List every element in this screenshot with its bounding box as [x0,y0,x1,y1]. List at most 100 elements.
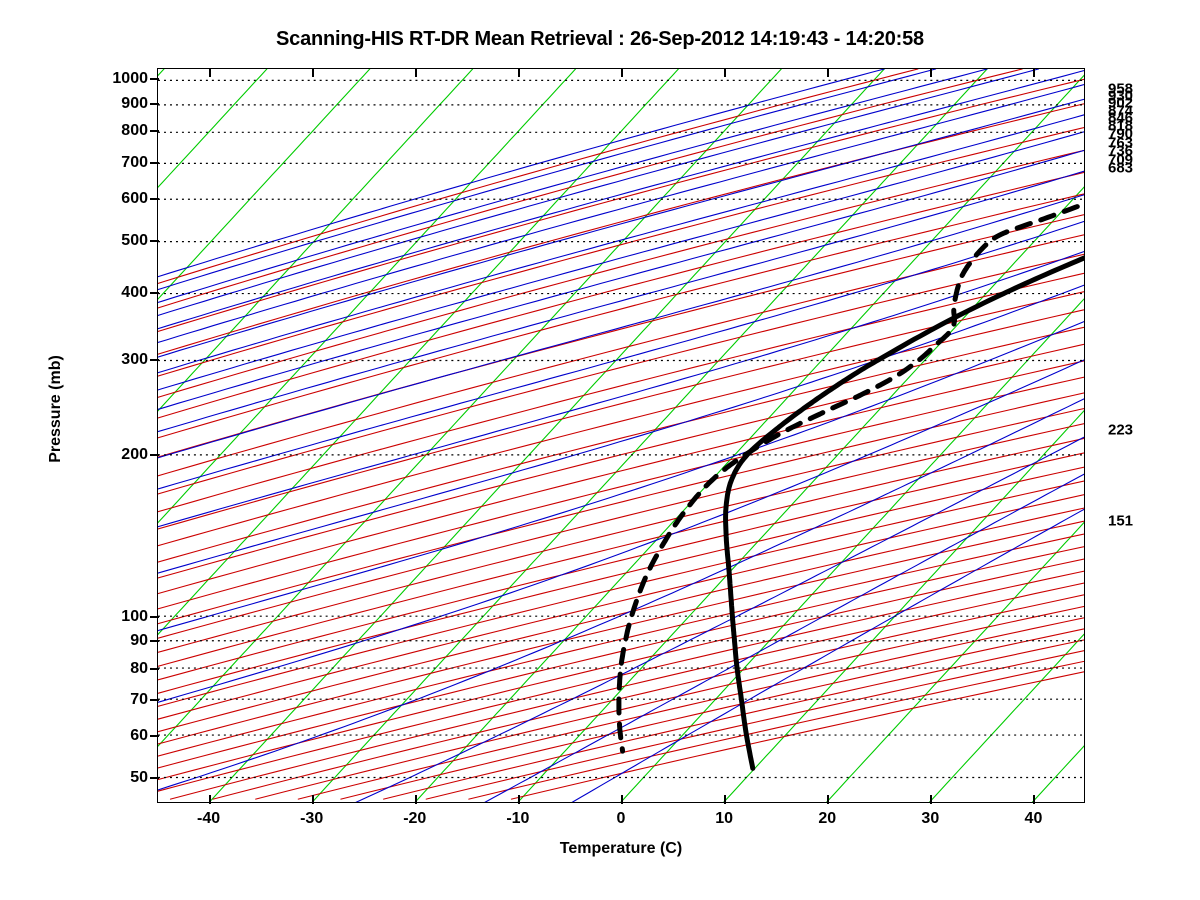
y-axis-tick [150,240,159,243]
moist-adiabat-line [158,220,1084,490]
chart-title: Scanning-HIS RT-DR Mean Retrieval : 26-S… [276,28,924,50]
x-axis-tick [724,68,727,77]
y-axis-labels: 50 60 70 80 90 100 200 300 400 500 600 700 800 900 100… [60,68,148,803]
y-tick-label: 700 [121,153,148,171]
y-axis-tick [150,197,159,200]
dry-adiabat-line [158,452,1084,681]
x-axis-title: Temperature (C) [559,840,683,857]
dry-adiabat-line [158,291,1084,530]
moist-adiabat-line [158,194,1084,459]
dry-adiabat-line [158,69,919,284]
x-axis-tick [930,68,933,77]
dry-adiabat-line [158,126,1084,377]
right-pressure-label: 709 [1108,151,1134,169]
y-tick-label: 80 [130,659,148,677]
y-tick-label: 400 [121,284,148,302]
moist-adiabat-line [158,170,1084,433]
y-axis-tick [150,78,159,81]
x-axis-tick [1033,795,1036,804]
x-axis-tick [827,68,830,77]
y-axis-tick [150,640,159,643]
moist-adiabat-line [158,398,1084,791]
x-tick-label: 40 [1024,810,1043,827]
moist-adiabat-line [158,98,1084,358]
right-pressure-label: 223 [1108,421,1134,439]
dry-adiabat-line [158,326,1084,563]
dry-adiabat-line [158,520,1084,745]
x-axis-tick [208,795,211,804]
right-pressure-labels: 151 223 683 709 736 763 790 818 846 874 902 930 958 [1108,68,1198,803]
moist-adiabat-line [571,508,1084,802]
dry-adiabat-line [158,149,1084,398]
moist-adiabat-line [355,436,1084,802]
y-tick-label: 600 [121,189,148,207]
moist-adiabat-line [484,473,1084,802]
moist-adiabat-line [158,69,885,278]
x-tick-label: 10 [715,810,734,827]
dewpoint-profile-line [616,201,1084,754]
x-tick-label: -30 [300,810,324,827]
x-axis-tick [724,795,727,804]
y-tick-label: 90 [130,632,148,650]
y-axis-tick [150,359,159,362]
moist-adiabat-line [158,149,1084,410]
right-pressure-label: 151 [1108,512,1134,529]
dry-adiabat-line [158,78,1084,333]
dry-adiabat-line [468,660,1084,800]
dry-adiabat-line [158,234,1084,477]
y-tick-label: 70 [130,690,148,708]
moist-adiabat-line [158,131,1084,391]
x-axis-tick [621,795,623,804]
right-pressure-label: 930 [1108,87,1134,105]
x-axis-tick [517,795,520,804]
dry-adiabat-line [158,407,1084,639]
dry-adiabat-line [158,533,1084,757]
x-axis-tick [621,68,623,77]
y-axis-tick [150,161,159,164]
dry-adiabat-line [255,605,1084,800]
isotherm-line [158,69,577,524]
right-pressure-label: 874 [1108,102,1134,120]
dry-adiabat-line [212,594,1084,800]
moist-adiabat-line [158,284,1084,574]
moist-adiabat-line [158,69,1040,316]
dry-adiabat-line [158,309,1084,547]
dry-adiabat-line [169,582,1084,800]
y-axis-tick [150,698,159,701]
y-axis-tick [150,734,159,737]
right-pressure-label: 736 [1108,142,1134,160]
y-tick-label: 800 [121,122,148,140]
temperature-profile-line [723,255,1084,771]
x-axis-tick [827,795,830,804]
x-axis-tick [311,68,314,77]
dry-adiabat-line [158,480,1084,707]
moist-adiabat-line [158,251,1084,528]
moist-adiabat-line [158,69,988,304]
dry-adiabat-line [158,494,1084,720]
dry-adiabat-line [158,272,1084,513]
isotherm-line [158,69,371,300]
moist-adiabat-line [158,69,937,291]
right-pressure-label: 790 [1108,125,1134,143]
dry-adiabat-line [158,193,1084,439]
x-tick-label: 0 [616,810,626,827]
moist-adiabat-line [158,84,1084,344]
dry-adiabat-line [158,253,1084,495]
y-tick-label: 50 [130,769,148,787]
dry-adiabat-line [158,392,1084,625]
x-axis-tick [311,795,314,804]
y-axis-tick [150,102,159,105]
dry-adiabat-line [158,466,1084,694]
y-tick-label: 900 [121,94,148,112]
moist-adiabat-line [158,70,1084,330]
x-tick-label: 30 [921,810,940,827]
dry-adiabat-line [158,69,1023,309]
right-pressure-label: 902 [1108,94,1134,112]
y-axis-tick [150,777,159,780]
dry-adiabat-line [158,214,1084,458]
dry-adiabat-line [158,171,1084,419]
dry-adiabat-line [158,376,1084,610]
isotherm-line [158,69,782,747]
right-pressure-label: 958 [1108,80,1134,98]
y-axis-tick [150,130,159,133]
